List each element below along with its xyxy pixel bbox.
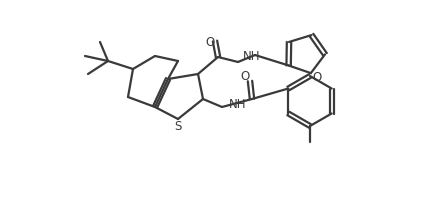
Text: O: O xyxy=(312,71,322,84)
Text: NH: NH xyxy=(243,51,261,64)
Text: O: O xyxy=(240,69,250,83)
Text: O: O xyxy=(206,35,215,48)
Text: S: S xyxy=(174,120,182,134)
Text: NH: NH xyxy=(229,99,246,111)
